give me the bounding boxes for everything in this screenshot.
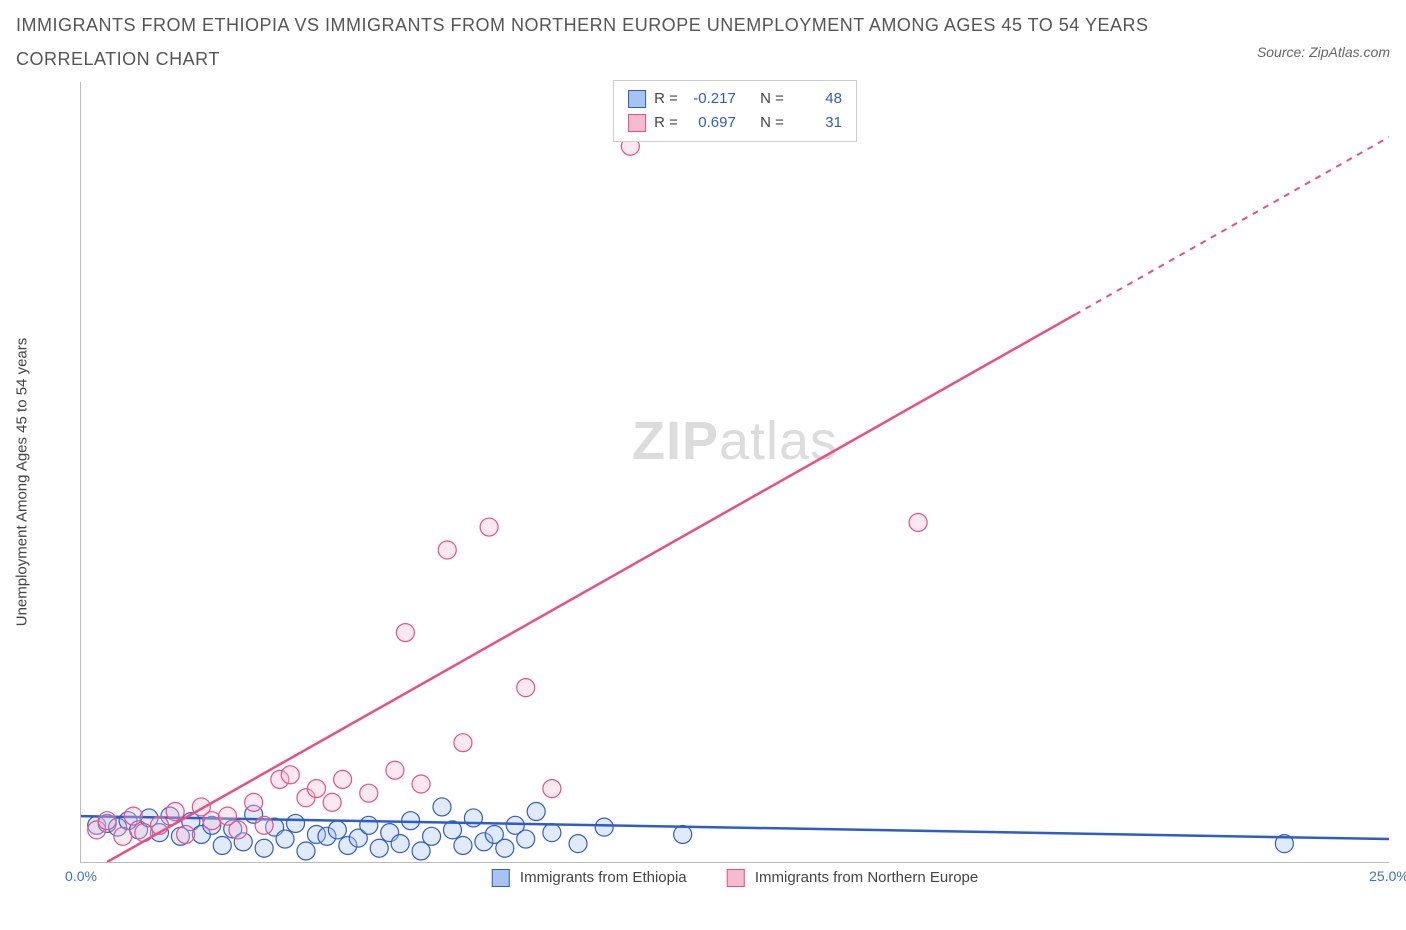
legend-swatch-blue (492, 869, 510, 887)
legend-stats-row-1: R = -0.217 N = 48 (628, 87, 842, 111)
legend-stats: R = -0.217 N = 48 R = 0.697 N = 31 (613, 80, 857, 142)
x-tick: 0.0% (65, 868, 97, 884)
data-point (543, 824, 561, 842)
data-point (276, 830, 294, 848)
scatter-svg (81, 82, 1389, 862)
data-point (323, 793, 341, 811)
title-line-2: CORRELATION CHART (16, 42, 1390, 76)
data-point (98, 812, 116, 830)
data-point (255, 839, 273, 857)
legend-item-northern-europe: Immigrants from Northern Europe (727, 869, 979, 887)
data-point (177, 825, 195, 843)
y-axis-label: Unemployment Among Ages 45 to 54 years (14, 338, 31, 627)
legend-swatch-pink (727, 869, 745, 887)
source-label: Source: ZipAtlas.com (1257, 44, 1390, 60)
data-point (245, 793, 263, 811)
regression-line-extrapolated (1075, 137, 1389, 315)
data-point (360, 816, 378, 834)
data-point (433, 798, 451, 816)
data-point (281, 766, 299, 784)
x-tick: 25.0% (1369, 868, 1406, 884)
legend-stats-row-2: R = 0.697 N = 31 (628, 111, 842, 135)
data-point (569, 835, 587, 853)
data-point (229, 821, 247, 839)
data-point (360, 784, 378, 802)
data-point (438, 541, 456, 559)
regression-line (107, 315, 1075, 862)
title-line-1: IMMIGRANTS FROM ETHIOPIA VS IMMIGRANTS F… (16, 8, 1390, 42)
data-point (124, 807, 142, 825)
data-point (328, 821, 346, 839)
title-block: IMMIGRANTS FROM ETHIOPIA VS IMMIGRANTS F… (16, 8, 1390, 76)
data-point (454, 836, 472, 854)
data-point (454, 734, 472, 752)
data-point (370, 839, 388, 857)
data-point (114, 827, 132, 845)
plot-region: ZIPatlas R = -0.217 N = 48 R = 0.697 N =… (80, 82, 1389, 863)
data-point (412, 775, 430, 793)
legend-series: Immigrants from Ethiopia Immigrants from… (492, 869, 979, 887)
data-point (166, 803, 184, 821)
data-point (543, 780, 561, 798)
data-point (517, 679, 535, 697)
data-point (423, 827, 441, 845)
data-point (517, 830, 535, 848)
data-point (213, 836, 231, 854)
data-point (386, 761, 404, 779)
data-point (391, 835, 409, 853)
data-point (595, 818, 613, 836)
data-point (255, 816, 273, 834)
data-point (496, 839, 514, 857)
data-point (527, 803, 545, 821)
data-point (334, 770, 352, 788)
data-point (307, 780, 325, 798)
legend-item-ethiopia: Immigrants from Ethiopia (492, 869, 687, 887)
data-point (674, 825, 692, 843)
legend-swatch-blue (628, 90, 646, 108)
data-point (396, 624, 414, 642)
data-point (287, 814, 305, 832)
legend-swatch-pink (628, 114, 646, 132)
data-point (909, 513, 927, 531)
data-point (480, 518, 498, 536)
data-point (297, 842, 315, 860)
chart-area: Unemployment Among Ages 45 to 54 years Z… (52, 82, 1388, 882)
